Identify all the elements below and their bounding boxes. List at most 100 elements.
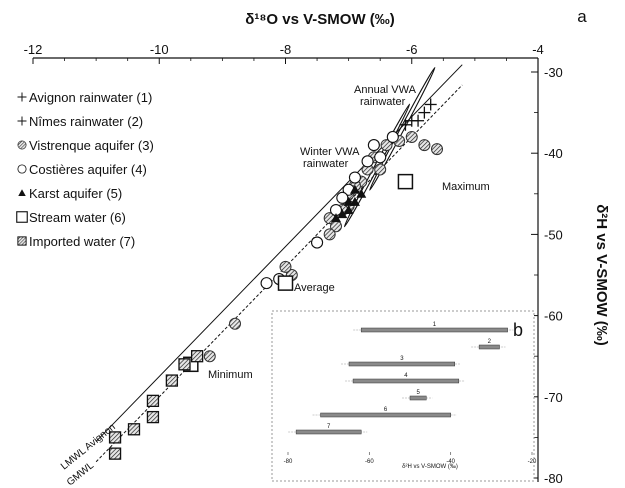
data-point bbox=[367, 139, 380, 152]
legend-item: Costières aquifer (4) bbox=[17, 162, 147, 177]
range-label: 6 bbox=[384, 407, 388, 413]
hatched-square bbox=[146, 410, 160, 424]
data-point bbox=[165, 374, 179, 387]
y-tick-label: -70 bbox=[544, 390, 563, 405]
hatched-square bbox=[127, 423, 141, 436]
open-circle bbox=[361, 155, 374, 168]
data-point bbox=[277, 275, 294, 291]
data-point bbox=[311, 236, 324, 249]
data-point bbox=[127, 423, 141, 436]
range-bar: 1 bbox=[353, 322, 514, 333]
triangle bbox=[349, 196, 360, 206]
data-point bbox=[17, 164, 27, 174]
hatched-circle bbox=[431, 143, 443, 156]
open-square bbox=[397, 173, 414, 190]
hatched-circle bbox=[203, 350, 216, 363]
range-label: 4 bbox=[404, 373, 408, 379]
range-box bbox=[295, 429, 362, 435]
range-bar: 3 bbox=[341, 356, 461, 367]
range-bar: 4 bbox=[345, 373, 465, 384]
winter-vwa-label-1: Winter VWA bbox=[300, 146, 360, 158]
data-point bbox=[336, 191, 349, 204]
legend-item: Karst aquifer (5) bbox=[18, 186, 122, 201]
legend-label: Nîmes rainwater (2) bbox=[29, 114, 143, 129]
triangle bbox=[343, 196, 354, 206]
data-point bbox=[17, 116, 27, 126]
x-tick-label: -6 bbox=[406, 42, 418, 57]
data-point bbox=[146, 410, 160, 424]
triangle bbox=[343, 205, 354, 215]
panel-a-label: a bbox=[577, 7, 587, 26]
hatched-circle bbox=[323, 228, 336, 241]
data-point bbox=[418, 106, 431, 119]
y-tick-label: -40 bbox=[544, 146, 563, 161]
x-tick-label: -12 bbox=[24, 42, 43, 57]
range-box bbox=[409, 395, 427, 401]
range-box bbox=[320, 412, 451, 418]
open-circle bbox=[386, 130, 399, 144]
range-label: 1 bbox=[433, 322, 437, 328]
main-axes: -12 -10 -8 -6 -4-30 -40 -50 -60 -70 -80 bbox=[24, 42, 563, 486]
data-point bbox=[17, 92, 27, 102]
data-point bbox=[349, 184, 360, 194]
legend-label: Imported water (7) bbox=[29, 234, 135, 249]
inset-x-tick-label: -20 bbox=[528, 459, 537, 465]
range-label: 2 bbox=[488, 339, 492, 345]
range-bar: 5 bbox=[402, 390, 433, 401]
hatched-square bbox=[190, 350, 204, 363]
data-point bbox=[343, 205, 354, 215]
open-circle bbox=[374, 151, 387, 164]
range-label: 3 bbox=[400, 356, 404, 362]
legend: Avignon rainwater (1) Nîmes rainwater (2)… bbox=[16, 90, 154, 249]
data-point bbox=[108, 447, 122, 460]
data-point bbox=[17, 140, 27, 150]
legend-item: Avignon rainwater (1) bbox=[17, 90, 152, 105]
range-box bbox=[478, 344, 500, 350]
triangle bbox=[337, 209, 348, 219]
hatched-square bbox=[178, 358, 191, 371]
legend-item: Stream water (6) bbox=[16, 210, 126, 225]
data-point bbox=[260, 277, 273, 290]
data-point bbox=[337, 209, 348, 219]
data-point bbox=[17, 236, 27, 246]
data-point bbox=[356, 188, 367, 198]
data-point bbox=[343, 196, 354, 206]
legend-item: Vistrenque aquifer (3) bbox=[17, 138, 154, 153]
triangle bbox=[356, 188, 367, 198]
open-circle bbox=[17, 164, 27, 174]
inset-panel-b: b -80 -60 -40 -20 δ²H vs V-SMOW (‰) 1 2 3 4 5 6 7 bbox=[271, 310, 537, 482]
legend-label: Vistrenque aquifer (3) bbox=[29, 138, 154, 153]
open-square bbox=[277, 275, 294, 291]
annual-vwa-label-2: rainwater bbox=[360, 96, 406, 108]
hatched-circle bbox=[380, 139, 393, 152]
data-point bbox=[178, 358, 191, 371]
inset-x-tick-label: -60 bbox=[365, 459, 374, 465]
range-bar: 2 bbox=[471, 339, 506, 350]
data-point bbox=[279, 260, 292, 273]
legend-item: Nîmes rainwater (2) bbox=[17, 114, 143, 129]
range-bar: 6 bbox=[312, 407, 457, 418]
data-point bbox=[349, 196, 360, 206]
range-bar: 7 bbox=[288, 424, 368, 435]
range-box bbox=[348, 361, 455, 367]
data-point bbox=[418, 139, 431, 152]
triangle bbox=[18, 189, 26, 196]
hatched-circle bbox=[405, 130, 418, 143]
winter-vwa-label-2: rainwater bbox=[303, 158, 349, 170]
minimum-label: Minimum bbox=[208, 369, 253, 381]
hatched-circle bbox=[418, 139, 431, 152]
y-axis-title: δ²H vs V-SMOW (‰) bbox=[593, 204, 610, 346]
data-point bbox=[374, 151, 387, 164]
legend-label: Avignon rainwater (1) bbox=[29, 90, 152, 105]
y-tick-label: -30 bbox=[544, 65, 563, 80]
series bbox=[405, 106, 431, 127]
data-point bbox=[405, 114, 418, 127]
hatched-circle bbox=[229, 317, 241, 330]
data-point bbox=[18, 189, 26, 196]
hatched-square bbox=[17, 236, 27, 246]
data-point bbox=[323, 228, 336, 241]
data-point bbox=[190, 350, 204, 363]
y-tick-label: -80 bbox=[544, 471, 563, 486]
hatched-circle bbox=[374, 163, 387, 176]
hatched-square bbox=[108, 447, 122, 460]
